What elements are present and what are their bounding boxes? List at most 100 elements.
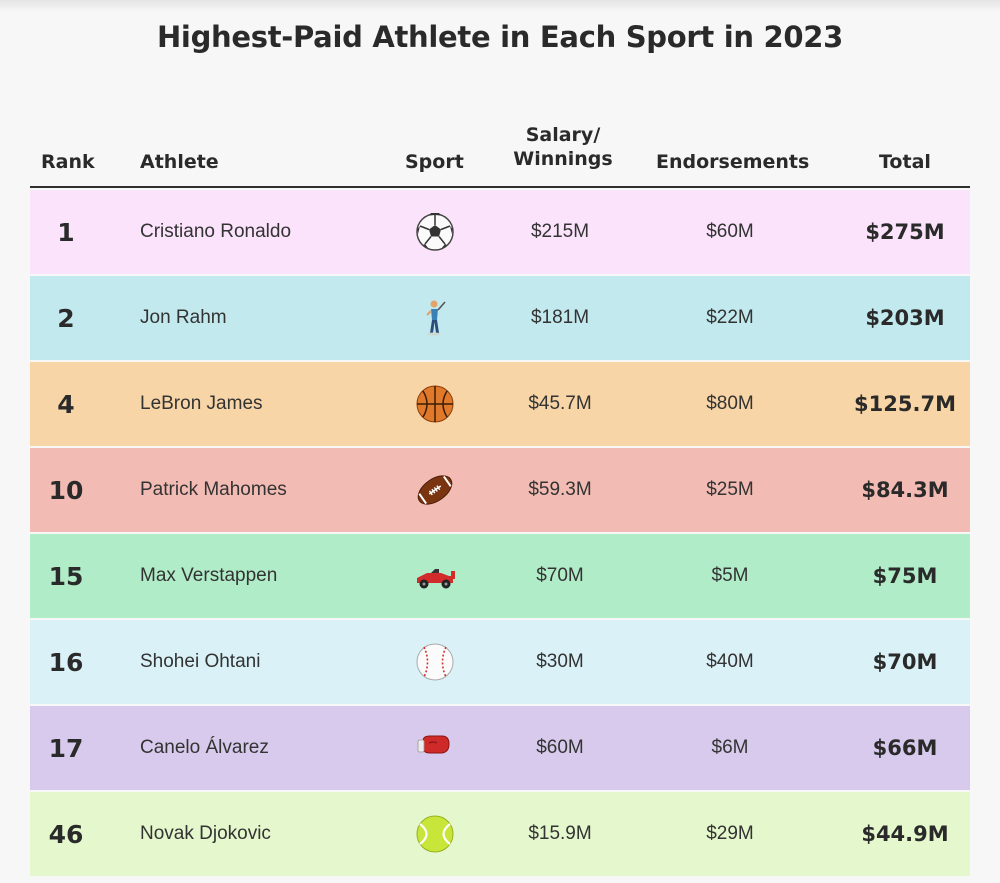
endorsements-value: $5M [711, 565, 749, 586]
boxing-glove-icon [400, 706, 470, 790]
total-cell: $70M [830, 620, 980, 704]
salary-cell: $45.7M [500, 362, 620, 446]
rank-value: 1 [57, 217, 75, 247]
salary-value: $45.7M [528, 393, 592, 414]
rank-cell: 15 [30, 534, 102, 618]
athlete-cell: Cristiano Ronaldo [140, 190, 400, 274]
baseball-icon [400, 620, 470, 704]
rank-value: 15 [48, 561, 84, 591]
header-athlete: Athlete [140, 151, 219, 173]
endorsements-cell: $5M [650, 534, 810, 618]
endorsements-value: $80M [706, 393, 754, 414]
table-row: 17 Canelo Álvarez $60M $6M $66M [30, 706, 970, 790]
rank-cell: 46 [30, 792, 102, 876]
endorsements-cell: $40M [650, 620, 810, 704]
salary-value: $181M [530, 307, 590, 328]
athlete-name: Canelo Álvarez [140, 737, 269, 758]
total-value: $44.9M [861, 822, 949, 846]
total-cell: $75M [830, 534, 980, 618]
table-row: 16 Shohei Ohtani $30M $40M $70M [30, 620, 970, 704]
salary-value: $15.9M [528, 823, 592, 844]
table-row: 4 LeBron James $45.7M $80M $125.7M [30, 362, 970, 446]
page-title: Highest-Paid Athlete in Each Sport in 20… [156, 20, 844, 54]
rank-value: 16 [48, 647, 84, 677]
endorsements-value: $25M [706, 479, 754, 500]
endorsements-value: $29M [706, 823, 754, 844]
header-total: Total [879, 151, 931, 173]
table-row: 10 Patrick Mahomes $59.3M $25M $84.3M [30, 448, 970, 532]
table-header: Rank Athlete Sport Salary/ Winnings Endo… [30, 110, 970, 188]
athlete-name: Novak Djokovic [140, 823, 271, 844]
total-value: $70M [872, 650, 938, 674]
salary-value: $215M [530, 221, 590, 242]
endorsements-cell: $25M [650, 448, 810, 532]
soccer-ball-icon [400, 190, 470, 274]
endorsements-value: $6M [711, 737, 749, 758]
endorsements-value: $60M [706, 221, 754, 242]
rank-cell: 10 [30, 448, 102, 532]
athlete-cell: Max Verstappen [140, 534, 400, 618]
header-sport: Sport [405, 151, 464, 173]
total-value: $66M [872, 736, 938, 760]
athlete-name: Shohei Ohtani [140, 651, 261, 672]
header-salary: Salary/ Winnings [508, 123, 618, 171]
athlete-name: Patrick Mahomes [140, 479, 287, 500]
top-shade [0, 0, 1000, 12]
athlete-name: Cristiano Ronaldo [140, 221, 292, 242]
salary-cell: $59.3M [500, 448, 620, 532]
endorsements-cell: $29M [650, 792, 810, 876]
salary-cell: $215M [500, 190, 620, 274]
total-cell: $66M [830, 706, 980, 790]
rank-cell: 1 [30, 190, 102, 274]
athlete-cell: Shohei Ohtani [140, 620, 400, 704]
table-body: 1 Cristiano Ronaldo $215M $60M $275M 2 Jon Rah… [30, 190, 970, 878]
race-car-icon [400, 534, 470, 618]
rank-value: 4 [57, 389, 75, 419]
athlete-cell: Novak Djokovic [140, 792, 400, 876]
table-row: 46 Novak Djokovic $15.9M $29M $44.9M [30, 792, 970, 876]
endorsements-cell: $60M [650, 190, 810, 274]
salary-value: $59.3M [528, 479, 592, 500]
golfer-icon [400, 276, 470, 360]
tennis-ball-icon [400, 792, 470, 876]
salary-cell: $30M [500, 620, 620, 704]
header-salary-line2: Winnings [513, 148, 613, 170]
salary-cell: $181M [500, 276, 620, 360]
header-divider [30, 186, 970, 188]
athlete-cell: LeBron James [140, 362, 400, 446]
total-cell: $275M [830, 190, 980, 274]
salary-value: $70M [536, 565, 584, 586]
salary-cell: $60M [500, 706, 620, 790]
athlete-name: Max Verstappen [140, 565, 278, 586]
rank-value: 46 [48, 819, 84, 849]
football-icon [400, 448, 470, 532]
total-value: $203M [865, 306, 945, 330]
total-value: $84.3M [861, 478, 949, 502]
total-cell: $84.3M [830, 448, 980, 532]
salary-cell: $15.9M [500, 792, 620, 876]
header-rank: Rank [41, 151, 95, 173]
athlete-cell: Canelo Álvarez [140, 706, 400, 790]
athlete-name: LeBron James [140, 393, 263, 414]
salary-value: $30M [536, 651, 584, 672]
header-salary-line1: Salary/ [525, 124, 601, 146]
total-cell: $44.9M [830, 792, 980, 876]
athlete-cell: Patrick Mahomes [140, 448, 400, 532]
salary-cell: $70M [500, 534, 620, 618]
rank-cell: 4 [30, 362, 102, 446]
rank-cell: 16 [30, 620, 102, 704]
rank-value: 10 [48, 475, 84, 505]
table-row: 1 Cristiano Ronaldo $215M $60M $275M [30, 190, 970, 274]
salary-value: $60M [536, 737, 584, 758]
endorsements-value: $40M [706, 651, 754, 672]
total-cell: $125.7M [830, 362, 980, 446]
rank-value: 17 [48, 733, 84, 763]
athlete-name: Jon Rahm [140, 307, 227, 328]
header-endorsements: Endorsements [656, 151, 810, 173]
athlete-cell: Jon Rahm [140, 276, 400, 360]
table-row: 15 Max Verstappen $70M $5M $75M [30, 534, 970, 618]
basketball-icon [400, 362, 470, 446]
endorsements-cell: $6M [650, 706, 810, 790]
total-cell: $203M [830, 276, 980, 360]
rank-cell: 17 [30, 706, 102, 790]
